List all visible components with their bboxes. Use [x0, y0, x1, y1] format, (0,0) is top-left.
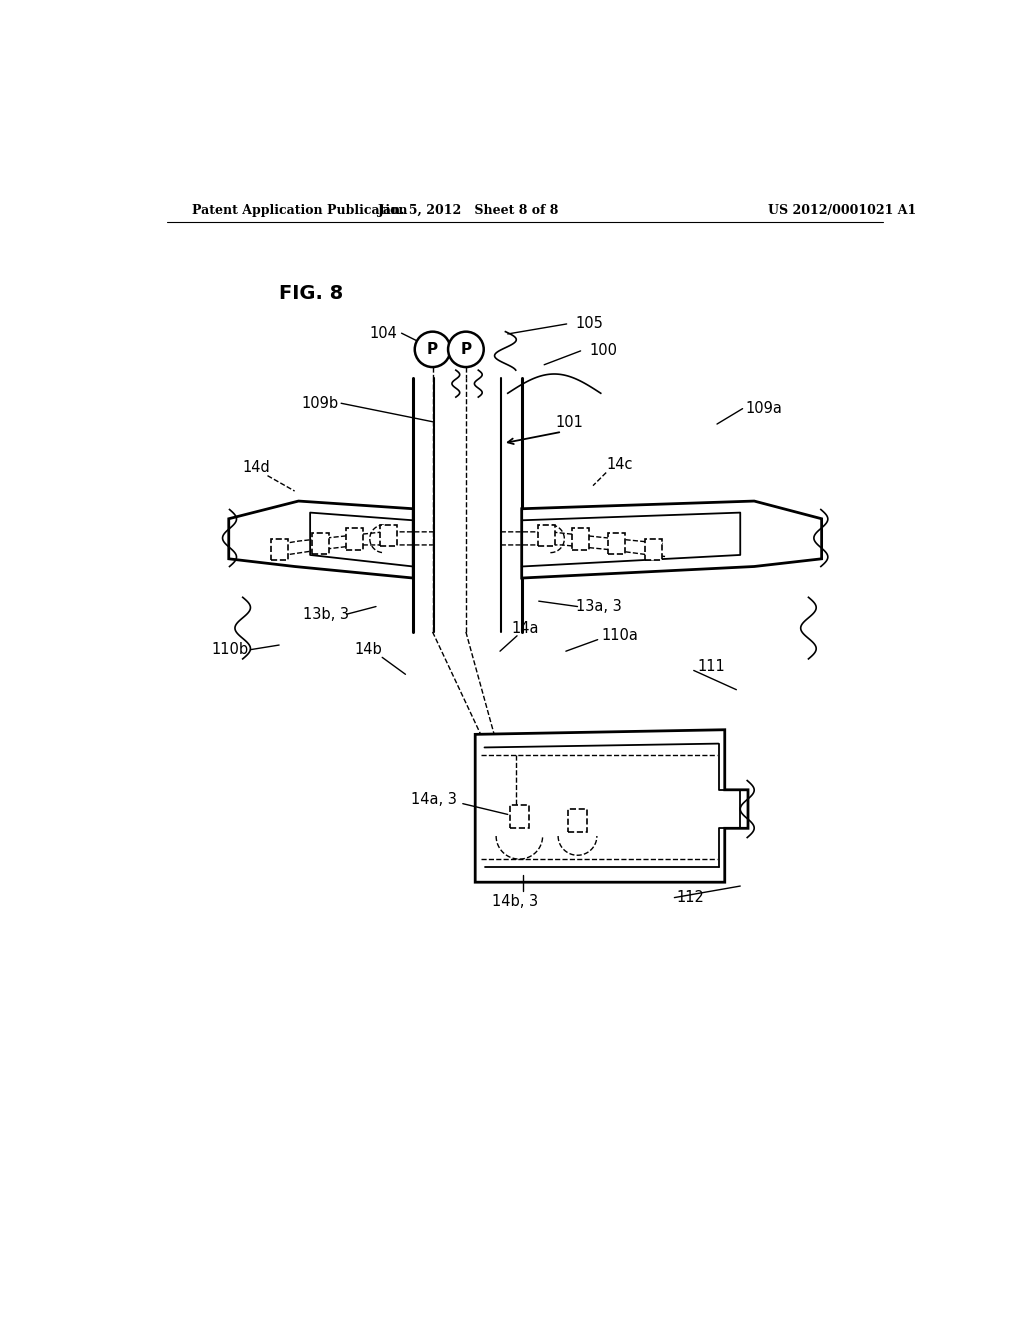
Polygon shape	[475, 730, 748, 882]
Text: 14c: 14c	[607, 457, 634, 473]
Text: 105: 105	[575, 317, 603, 331]
Text: 13b, 3: 13b, 3	[303, 607, 348, 622]
Bar	[538, 525, 555, 546]
Text: 112: 112	[676, 890, 703, 906]
Text: 14a: 14a	[511, 620, 539, 636]
Text: P: P	[461, 342, 471, 356]
Text: 14b, 3: 14b, 3	[493, 894, 539, 909]
Bar	[568, 809, 587, 832]
Text: 109b: 109b	[302, 396, 339, 411]
Circle shape	[415, 331, 451, 367]
Bar	[645, 539, 662, 561]
Text: 109a: 109a	[745, 401, 782, 416]
Text: 104: 104	[370, 326, 397, 341]
Text: 13a, 3: 13a, 3	[577, 599, 622, 614]
Bar	[270, 539, 288, 561]
Text: 100: 100	[589, 343, 617, 359]
Text: 110b: 110b	[212, 642, 249, 657]
Text: P: P	[427, 342, 438, 356]
Bar	[510, 805, 528, 829]
Text: 14a, 3: 14a, 3	[412, 792, 457, 807]
Circle shape	[449, 331, 483, 367]
Text: 101: 101	[556, 414, 584, 430]
Bar	[607, 533, 625, 554]
Polygon shape	[521, 502, 821, 578]
Text: 14b: 14b	[354, 642, 382, 657]
Polygon shape	[228, 502, 414, 578]
Bar	[572, 528, 589, 549]
Text: FIG. 8: FIG. 8	[280, 284, 343, 302]
Text: 14d: 14d	[242, 461, 269, 475]
Bar	[346, 528, 362, 549]
Bar	[311, 533, 329, 554]
Text: 110a: 110a	[602, 628, 639, 643]
Text: 111: 111	[697, 659, 725, 675]
Text: Jan. 5, 2012   Sheet 8 of 8: Jan. 5, 2012 Sheet 8 of 8	[378, 205, 560, 218]
Text: Patent Application Publication: Patent Application Publication	[191, 205, 408, 218]
Bar	[380, 525, 397, 546]
Text: US 2012/0001021 A1: US 2012/0001021 A1	[768, 205, 916, 218]
